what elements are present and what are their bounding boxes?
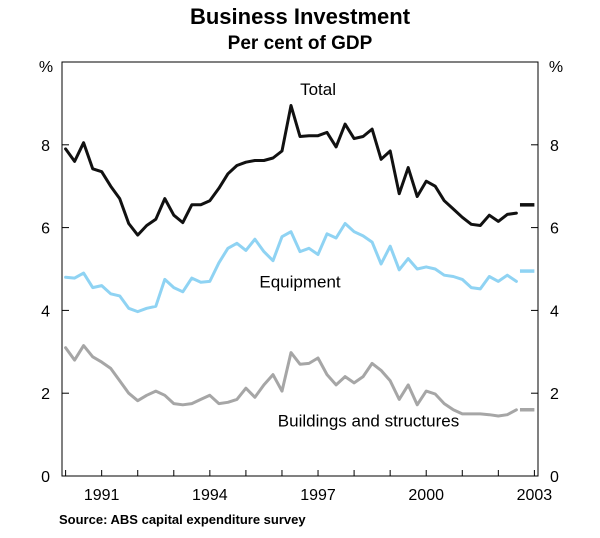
y-tick-label-left: 4 (41, 303, 50, 320)
x-tick-label: 2000 (408, 487, 444, 504)
y-tick-label-left: 6 (41, 221, 50, 238)
x-tick-label: 1997 (300, 487, 336, 504)
x-tick-label: 1994 (192, 487, 228, 504)
series-label: Buildings and structures (278, 411, 459, 430)
x-tick-label: 2003 (517, 487, 553, 504)
x-tick-label: 1991 (84, 487, 120, 504)
chart-title: Business Investment (189, 4, 411, 29)
series-label: Total (300, 80, 336, 99)
y-tick-label-left: 8 (41, 138, 50, 155)
y-tick-label-right: 8 (550, 138, 559, 155)
y-tick-label-right: 0 (550, 469, 559, 486)
chart-subtitle: Per cent of GDP (227, 33, 373, 54)
series-line-equipment (64, 222, 518, 314)
y-tick-label-right: 4 (550, 303, 559, 320)
source-note: Source: ABS capital expenditure survey (59, 512, 306, 527)
plot-frame (61, 61, 539, 477)
series-line-buildings-and-structures (64, 344, 518, 418)
y-tick-label-left: 2 (41, 386, 50, 403)
y-unit-right: % (549, 59, 563, 76)
series-line-total (64, 104, 518, 237)
y-unit-left: % (39, 59, 53, 76)
y-tick-label-right: 2 (550, 386, 559, 403)
y-tick-label-right: 6 (550, 221, 559, 238)
series-label: Equipment (259, 273, 341, 292)
y-tick-label-left: 0 (41, 469, 50, 486)
